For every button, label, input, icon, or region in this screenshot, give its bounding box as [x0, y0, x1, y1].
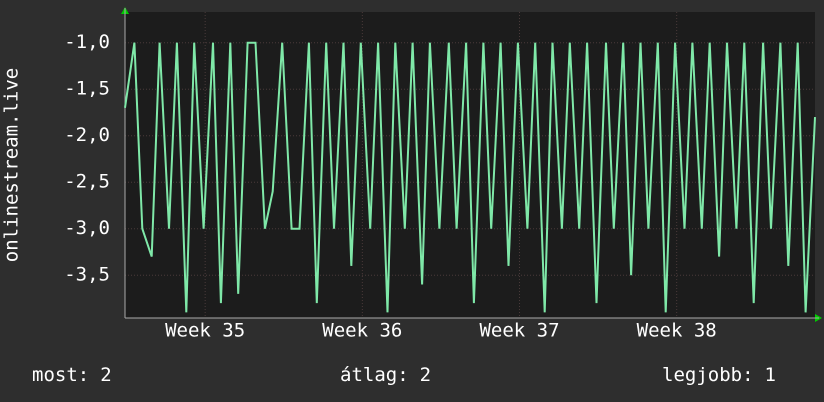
- stat-value: 2: [420, 364, 431, 386]
- stat-value: 1: [765, 364, 776, 386]
- x-tick-label: Week 35: [165, 320, 245, 342]
- y-tick-label: -2,5: [64, 171, 110, 193]
- y-tick-label: -2,0: [64, 124, 110, 146]
- x-tick-label: Week 38: [637, 320, 717, 342]
- data-line: [124, 41, 816, 313]
- stat-label: most:: [32, 364, 89, 386]
- y-axis-label: onlinestream.live: [1, 68, 23, 262]
- stat-label: legjobb:: [662, 364, 754, 386]
- x-tick-label: Week 37: [479, 320, 559, 342]
- stat: átlag: 2: [340, 364, 431, 386]
- stat-label: átlag:: [340, 364, 409, 386]
- y-tick-label: -3,5: [64, 264, 110, 286]
- y-tick-label: -3,0: [64, 217, 110, 239]
- stat: legjobb: 1: [662, 364, 776, 386]
- x-tick-label: Week 36: [322, 320, 402, 342]
- y-tick-label: -1,5: [64, 78, 110, 100]
- stat: most: 2: [32, 364, 112, 386]
- stat-value: 2: [100, 364, 111, 386]
- y-tick-label: -1,0: [64, 31, 110, 53]
